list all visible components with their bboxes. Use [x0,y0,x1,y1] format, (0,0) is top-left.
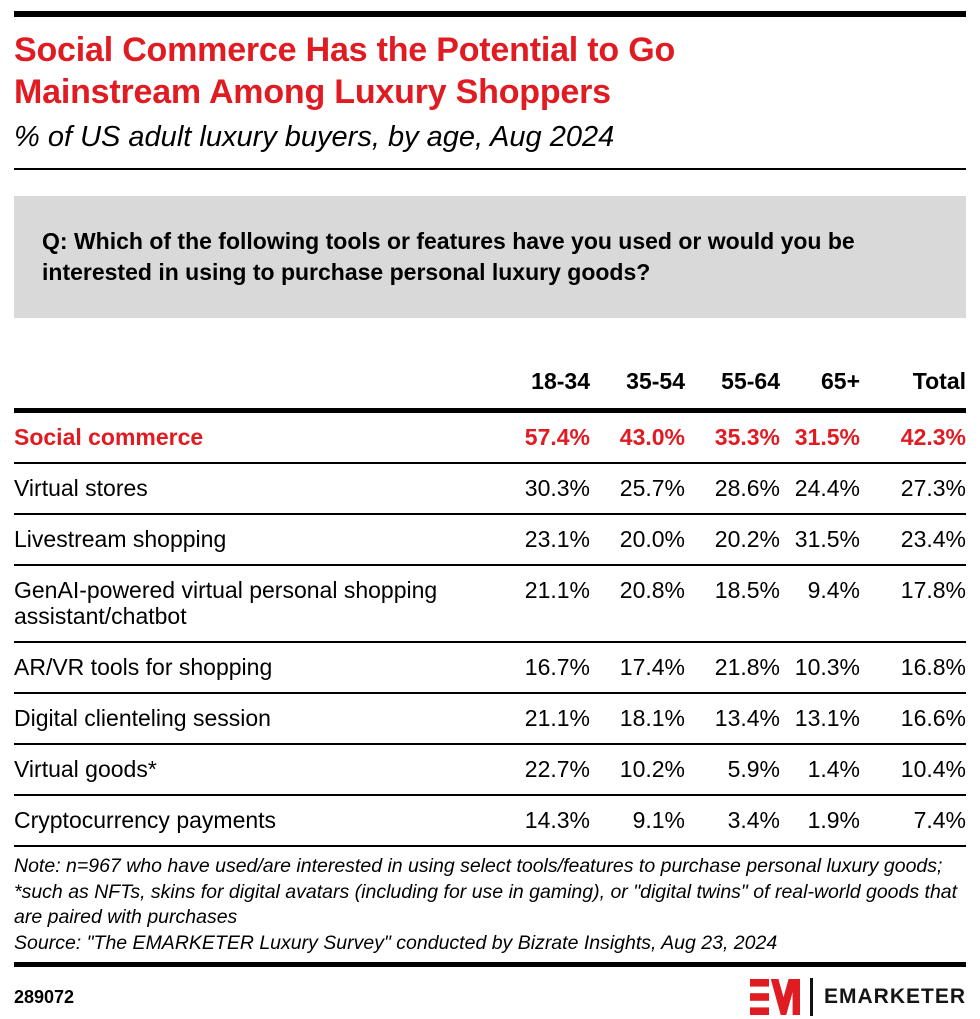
row-value: 31.5% [780,514,860,566]
column-header: 55-64 [685,368,780,413]
row-value: 9.4% [780,565,860,643]
row-value: 17.8% [860,565,966,643]
row-value: 1.9% [780,795,860,847]
row-label: Virtual stores [14,463,494,515]
row-value: 21.8% [685,642,780,694]
row-label: Virtual goods* [14,744,494,796]
table-row: GenAI-powered virtual personal shopping … [14,565,966,643]
emarketer-logo: EMARKETER [749,978,966,1016]
row-value: 10.3% [780,642,860,694]
row-value: 23.4% [860,514,966,566]
bottom-rule [14,962,966,967]
row-value: 20.0% [590,514,685,566]
footnote: Note: n=967 who have used/are interested… [14,854,966,956]
row-value: 43.0% [590,410,685,464]
row-value: 28.6% [685,463,780,515]
column-header: 65+ [780,368,860,413]
row-value: 13.1% [780,693,860,745]
row-value: 16.8% [860,642,966,694]
chart-subtitle: % of US adult luxury buyers, by age, Aug… [14,121,615,153]
column-header-spacer [14,368,494,413]
survey-question-box: Q: Which of the following tools or featu… [14,196,966,318]
survey-question-text: Q: Which of the following tools or featu… [42,228,855,285]
brand-name: EMARKETER [823,985,966,1008]
row-value: 57.4% [494,410,590,464]
row-value: 3.4% [685,795,780,847]
row-value: 23.1% [494,514,590,566]
row-value: 25.7% [590,463,685,515]
row-value: 42.3% [860,410,966,464]
row-value: 21.1% [494,565,590,643]
table-row: Livestream shopping 23.1% 20.0% 20.2% 31.5% 2… [14,514,966,566]
table-row: Digital clienteling session 21.1% 18.1% 13.… [14,693,966,745]
row-label: Social commerce [14,410,494,464]
row-value: 35.3% [685,410,780,464]
footer: 289072 EMARKETER [14,975,966,1019]
row-value: 16.6% [860,693,966,745]
row-value: 31.5% [780,410,860,464]
table-header-row: 18-34 35-54 55-64 65+ Total [14,368,966,413]
table-row: AR/VR tools for shopping 16.7% 17.4% 21.8% 1… [14,642,966,694]
row-value: 10.2% [590,744,685,796]
footnote-source: Source: "The EMARKETER Luxury Survey" co… [14,931,778,954]
table-row: Virtual stores 30.3% 25.7% 28.6% 24.4% 27.3% [14,463,966,515]
row-value: 18.5% [685,565,780,643]
row-label: Digital clienteling session [14,693,494,745]
row-value: 10.4% [860,744,966,796]
top-rule [14,11,966,17]
row-value: 14.3% [494,795,590,847]
header-divider [14,168,966,170]
row-value: 20.8% [590,565,685,643]
data-table: 18-34 35-54 55-64 65+ Total Social commerce 5… [14,368,966,847]
table-row: Cryptocurrency payments 14.3% 9.1% 3.4% 1.9%… [14,795,966,847]
column-header: Total [860,368,966,413]
row-value: 17.4% [590,642,685,694]
row-value: 20.2% [685,514,780,566]
page-title-line1: Social Commerce Has the Potential to Go [14,31,676,69]
row-value: 9.1% [590,795,685,847]
column-header: 18-34 [494,368,590,413]
row-label: AR/VR tools for shopping [14,642,494,694]
row-label: Cryptocurrency payments [14,795,494,847]
page-title-line2: Mainstream Among Luxury Shoppers [14,73,611,111]
row-value: 27.3% [860,463,966,515]
chart-card: Social Commerce Has the Potential to Go M… [0,11,980,1019]
logo-divider [809,978,813,1016]
page-title: Social Commerce Has the Potential to Go M… [14,29,966,113]
chart-id: 289072 [14,986,75,1007]
row-value: 13.4% [685,693,780,745]
footnote-note: Note: n=967 who have used/are interested… [14,855,958,928]
table-row: Virtual goods* 22.7% 10.2% 5.9% 1.4% 10.4% [14,744,966,796]
row-value: 21.1% [494,693,590,745]
row-value: 16.7% [494,642,590,694]
row-value: 18.1% [590,693,685,745]
row-value: 7.4% [860,795,966,847]
column-header: 35-54 [590,368,685,413]
table-row: Social commerce 57.4% 43.0% 35.3% 31.5% 42.3% [14,410,966,464]
row-label: Livestream shopping [14,514,494,566]
row-value: 22.7% [494,744,590,796]
row-value: 5.9% [685,744,780,796]
row-value: 1.4% [780,744,860,796]
row-value: 30.3% [494,463,590,515]
row-label: GenAI-powered virtual personal shopping … [14,565,494,643]
emarketer-em-icon [749,979,800,1015]
row-value: 24.4% [780,463,860,515]
